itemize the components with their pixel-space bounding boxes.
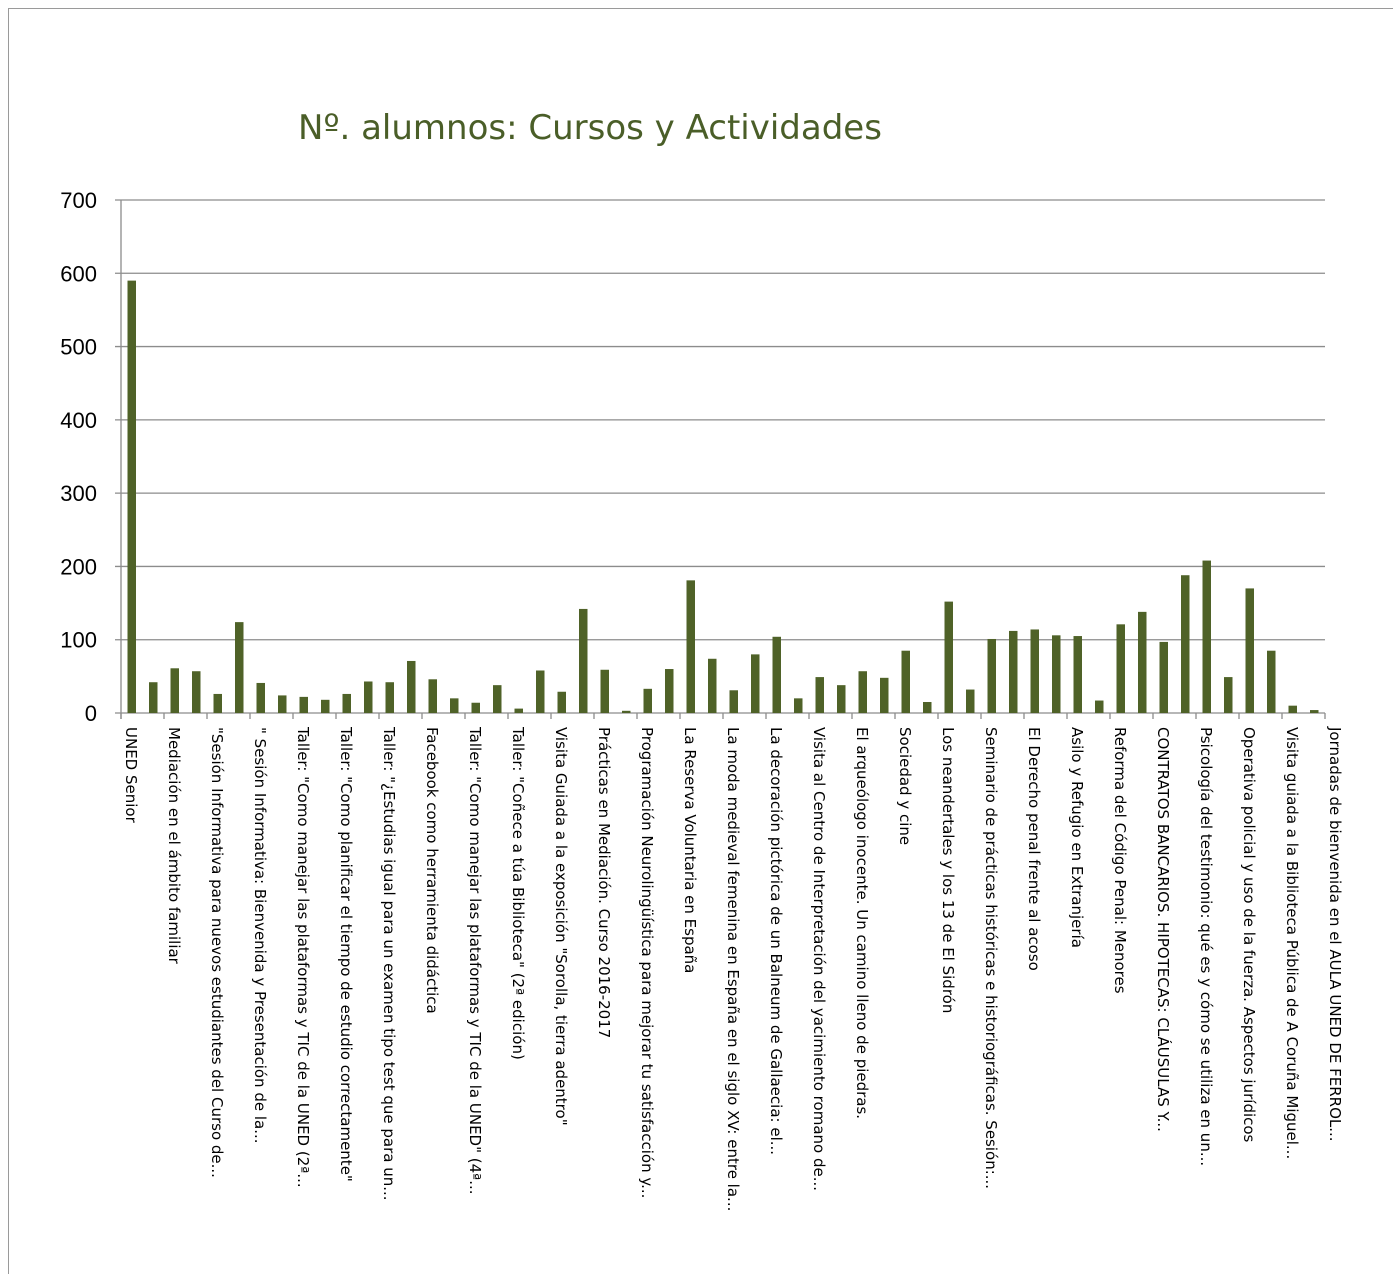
bar — [342, 693, 351, 713]
bar — [1288, 705, 1297, 713]
x-category-label: Prácticas en Mediación. Curso 2016-2017 — [595, 727, 613, 1038]
bar — [1030, 629, 1039, 713]
bar — [643, 688, 652, 713]
chart-frame — [8, 8, 1393, 1274]
x-category-label: Programación Neurolingüística para mejor… — [638, 727, 656, 1198]
bar — [966, 689, 975, 713]
bar — [1224, 677, 1233, 713]
x-category-label: Operativa policial y uso de la fuerza. A… — [1240, 727, 1258, 1143]
x-category-label: Visita guiada a la Biblioteca Pública de… — [1283, 727, 1301, 1159]
bar — [321, 699, 330, 713]
x-category-label: Taller: "Coñece a túa Biblioteca" (2ª ed… — [509, 726, 527, 1060]
x-category-label: UNED Senior — [122, 727, 140, 824]
bar — [987, 638, 996, 713]
x-category-label: " Sesión Informativa: Bienvenida y Prese… — [251, 727, 269, 1144]
bar — [536, 670, 545, 713]
bar — [665, 669, 674, 713]
bar — [450, 698, 459, 713]
bar — [428, 679, 437, 713]
bar — [278, 695, 287, 713]
bar — [364, 681, 373, 713]
x-category-label: La Reserva Voluntaria en España — [681, 727, 699, 973]
bar — [1095, 700, 1104, 713]
bar — [1116, 624, 1125, 713]
y-tick-label: 200 — [60, 554, 97, 579]
bar — [579, 608, 588, 713]
x-category-label: Visita Guiada a la exposición "Sorolla, … — [552, 727, 570, 1126]
bar — [170, 668, 179, 713]
bar — [192, 671, 201, 713]
x-category-label: La decoración pictórica de un Balneum de… — [767, 727, 785, 1155]
bar — [1052, 635, 1061, 713]
x-category-label: Reforma del Código Penal: Menores — [1111, 727, 1129, 994]
bar — [1202, 560, 1211, 713]
x-category-label: El arqueólogo inocente. Un camino lleno … — [853, 727, 871, 1119]
bar — [1310, 710, 1319, 713]
bar — [751, 654, 760, 713]
x-category-label: Taller: "Como manejar las plataformas y … — [294, 726, 312, 1188]
x-category-label: Jornadas de bienvenida en el AULA UNED D… — [1326, 726, 1344, 1142]
bar — [923, 702, 932, 713]
bar — [1073, 636, 1082, 713]
bar — [729, 690, 738, 713]
bar — [837, 685, 846, 713]
bar — [880, 677, 889, 713]
x-category-label: El Derecho penal frente al acoso — [1025, 727, 1043, 971]
bar — [1159, 641, 1168, 713]
bar — [213, 693, 222, 713]
x-category-label: Asilo y Refugio en Extranjería — [1068, 727, 1086, 948]
y-tick-label: 700 — [60, 188, 97, 213]
x-category-label: Sociedad y cine — [896, 727, 914, 845]
bar — [1138, 611, 1147, 713]
x-category-label: CONTRATOS BANCARIOS. HIPOTECAS: CLÁUSULA… — [1154, 727, 1173, 1132]
bar — [471, 702, 480, 713]
bar — [299, 696, 308, 713]
y-tick-label: 300 — [60, 481, 97, 506]
bar — [493, 685, 502, 713]
x-category-label: Visita al Centro de Interpretación del y… — [810, 727, 828, 1191]
bar — [794, 698, 803, 713]
x-category-label: "Sesión Informativa para nuevos estudian… — [208, 727, 226, 1178]
y-tick-label: 0 — [85, 701, 97, 726]
bar — [815, 677, 824, 713]
bar — [1181, 575, 1190, 713]
chart-title: Nº. alumnos: Cursos y Actividades — [298, 108, 882, 148]
bar — [407, 660, 416, 713]
bar — [686, 580, 695, 713]
bar — [1245, 588, 1254, 713]
bar — [1009, 630, 1018, 713]
bar — [256, 682, 265, 713]
y-tick-label: 600 — [60, 261, 97, 286]
bar — [557, 691, 566, 713]
bar — [1267, 650, 1276, 713]
bar — [708, 658, 717, 713]
bar — [858, 671, 867, 713]
bar — [600, 669, 609, 713]
bar — [127, 280, 136, 713]
x-category-label: Los neandertales y los 13 de El Sidrón — [939, 727, 957, 1013]
bar — [149, 682, 158, 713]
bar — [944, 601, 953, 713]
x-category-label: Taller: "Como manejar las plataformas y … — [466, 726, 484, 1195]
bar — [901, 650, 910, 713]
x-category-label: Psicología del testimonio: qué es y cómo… — [1197, 727, 1215, 1166]
x-category-label: Seminario de prácticas históricas e hist… — [982, 727, 1000, 1189]
x-category-label: Taller: "Como planificar el tiempo de es… — [337, 726, 355, 1182]
bar — [235, 622, 244, 713]
y-tick-label: 400 — [60, 408, 97, 433]
y-tick-label: 500 — [60, 335, 97, 360]
x-category-label: Mediación en el ámbito familiar — [165, 727, 183, 965]
bar — [622, 710, 631, 713]
bar — [385, 682, 394, 713]
bar — [772, 636, 781, 713]
bar — [514, 708, 523, 713]
x-category-label: Taller: "¿Estudias igual para un examen … — [380, 726, 398, 1201]
x-category-label: Facebook como herramienta didáctica — [423, 727, 441, 1014]
x-category-label: La moda medieval femenina en España en e… — [724, 727, 742, 1211]
y-tick-label: 100 — [60, 628, 97, 653]
